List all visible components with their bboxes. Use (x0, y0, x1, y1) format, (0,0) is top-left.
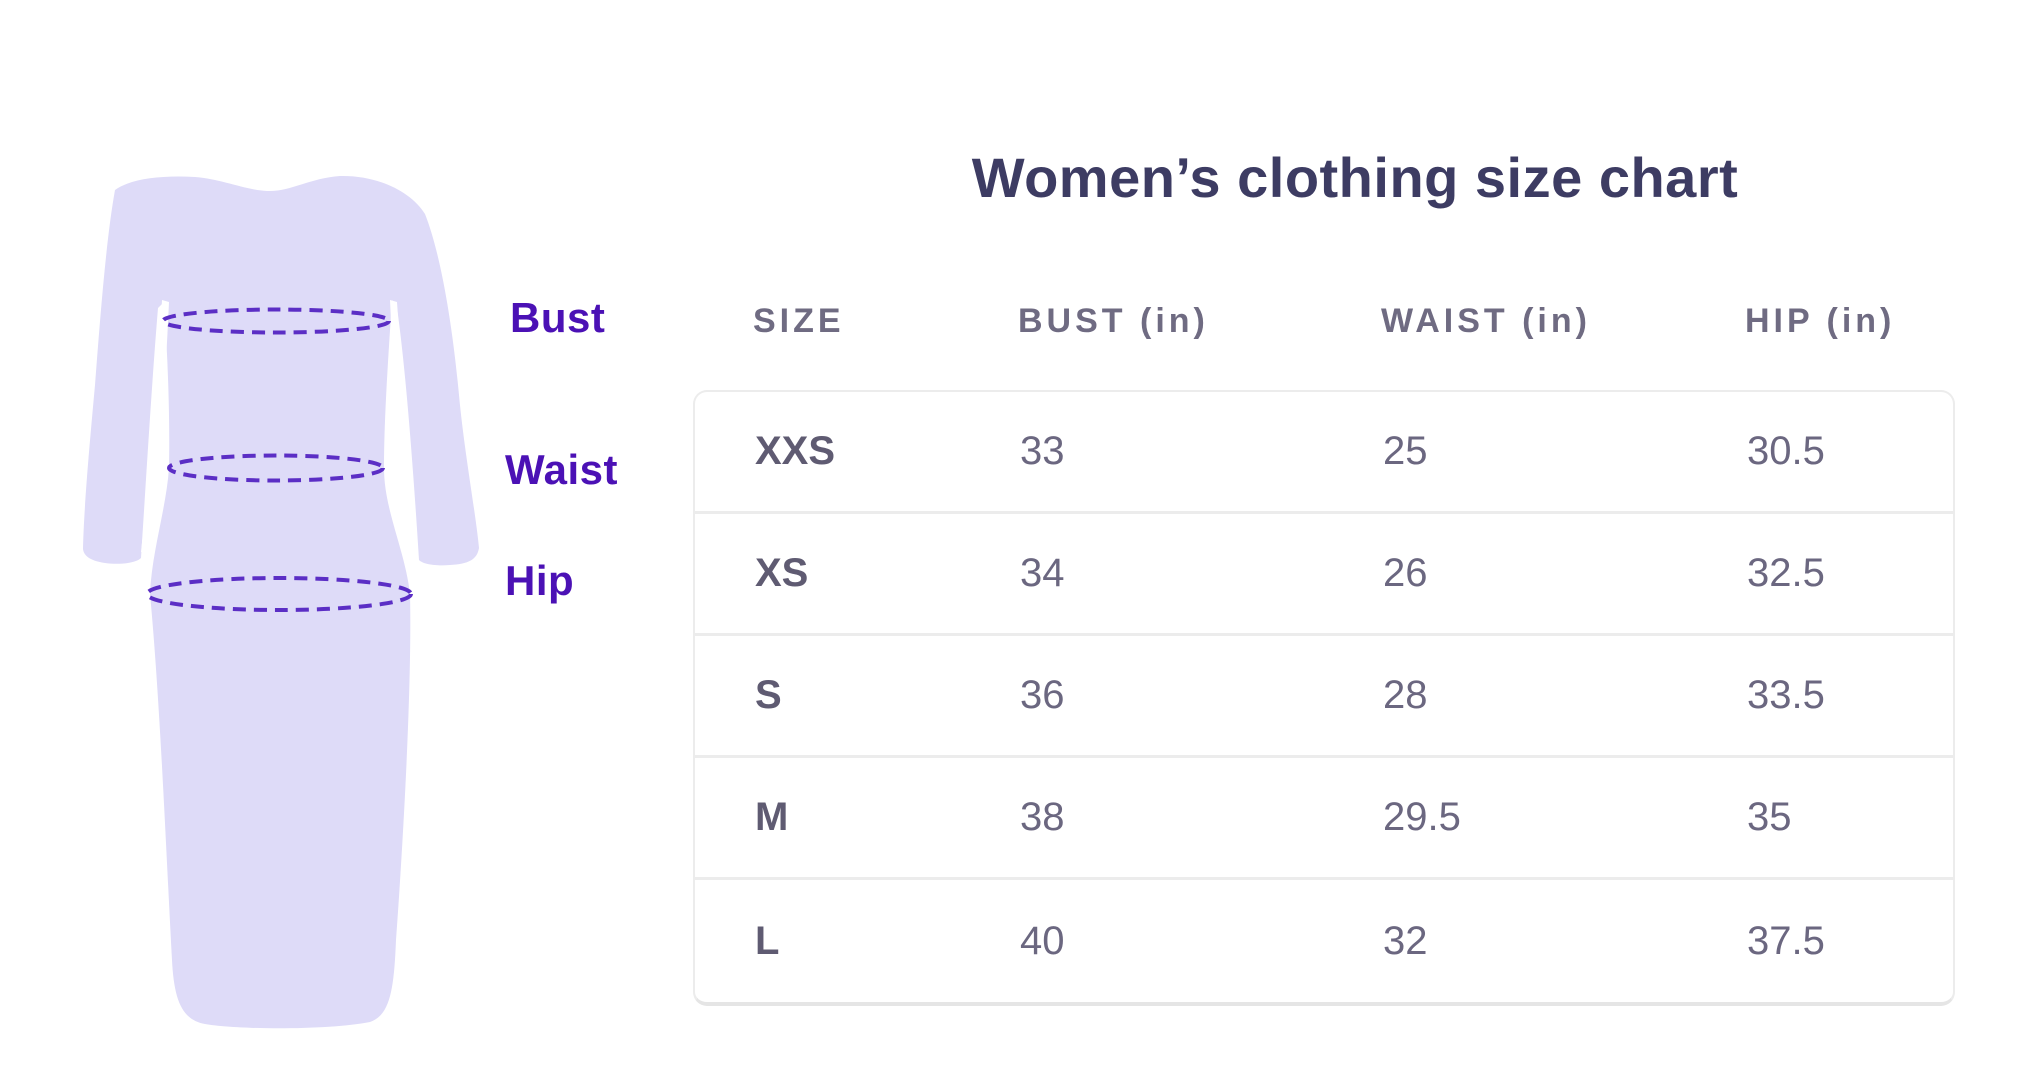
waist-label: Waist (505, 446, 618, 493)
waist-value: 32 (1383, 918, 1428, 963)
bust-measurement-ellipse (161, 307, 391, 335)
size-value: L (755, 918, 780, 963)
hip-value: 30.5 (1747, 429, 1825, 473)
column-header-size: SIZE (753, 302, 845, 340)
size-value: M (755, 795, 789, 839)
bust-label: Bust (510, 294, 606, 341)
table-row: M 38 29.5 35 (695, 758, 1953, 880)
column-header-waist: WAIST (in) (1381, 302, 1591, 340)
waist-value: 29.5 (1383, 795, 1461, 839)
bust-value: 33 (1020, 429, 1065, 473)
table-header-row: SIZE BUST (in) WAIST (in) HIP (in) (693, 302, 1955, 341)
bust-value: 36 (1020, 673, 1065, 717)
waist-value: 25 (1383, 429, 1428, 473)
waist-value: 28 (1383, 673, 1428, 717)
table-row: S 36 28 33.5 (695, 636, 1953, 758)
hip-value: 33.5 (1747, 673, 1825, 717)
right-underarm-gap (390, 300, 418, 554)
table-row: XXS 33 25 30.5 (695, 392, 1953, 514)
page-title: Women’s clothing size chart (971, 146, 1739, 209)
bust-value: 34 (1020, 551, 1065, 595)
size-value: XXS (755, 429, 836, 473)
column-header-hip: HIP (in) (1745, 302, 1896, 340)
size-value: S (755, 673, 782, 717)
bust-value: 38 (1020, 795, 1065, 839)
size-value: XS (755, 551, 809, 595)
table-row: L 40 32 37.5 (695, 880, 1953, 1002)
waist-measurement-ellipse (167, 453, 385, 483)
left-underarm-gap (141, 300, 169, 554)
waist-value: 26 (1383, 551, 1428, 595)
table-row: XS 34 26 32.5 (695, 514, 1953, 636)
hip-value: 35 (1747, 795, 1792, 839)
hip-measurement-ellipse (145, 576, 413, 612)
dress-silhouette (83, 175, 479, 1029)
hip-label: Hip (505, 557, 575, 604)
bust-value: 40 (1020, 918, 1065, 963)
column-header-bust: BUST (in) (1018, 302, 1209, 340)
hip-value: 32.5 (1747, 551, 1825, 595)
size-table: XXS 33 25 30.5 XS 34 26 32.5 S 36 28 33.… (693, 390, 1955, 1006)
hip-value: 37.5 (1747, 918, 1825, 963)
dress-illustration (83, 175, 479, 1029)
